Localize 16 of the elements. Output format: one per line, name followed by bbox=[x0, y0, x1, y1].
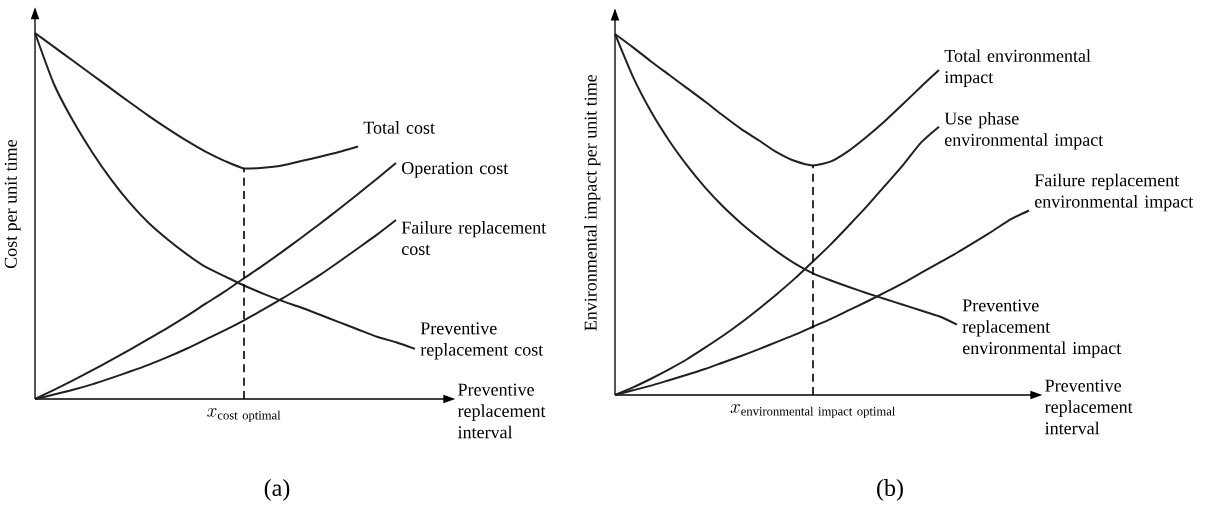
x-axis-title: Preventive replacement interval bbox=[1045, 379, 1133, 435]
text: (a) bbox=[264, 479, 290, 501]
text: (b) bbox=[877, 479, 903, 501]
series-label: Failure replacement cost bbox=[401, 221, 547, 255]
y-axis-title: Environmental impact per unit time bbox=[584, 74, 601, 331]
series-label: Preventive replacement environmental impact bbox=[962, 299, 1122, 358]
series-label: Total cost bbox=[363, 121, 435, 134]
series-label: Use phase environmental impact bbox=[944, 111, 1104, 150]
y-axis-title: Cost per unit time bbox=[4, 139, 21, 269]
series-label: Failure replacement environmental impact bbox=[1034, 173, 1194, 212]
text: $x_{\mathrm{environmental\ impact\ optimal}}$ bbox=[730, 404, 896, 419]
series-label: Operation cost bbox=[402, 162, 509, 178]
series-label: Preventive replacement cost bbox=[420, 322, 544, 360]
x-axis-title: Preventive replacement interval bbox=[457, 383, 546, 439]
text: $x_{\mathrm{cost\ optimal}}$ bbox=[207, 408, 281, 423]
series-label: Total environmental impact bbox=[944, 49, 1091, 87]
